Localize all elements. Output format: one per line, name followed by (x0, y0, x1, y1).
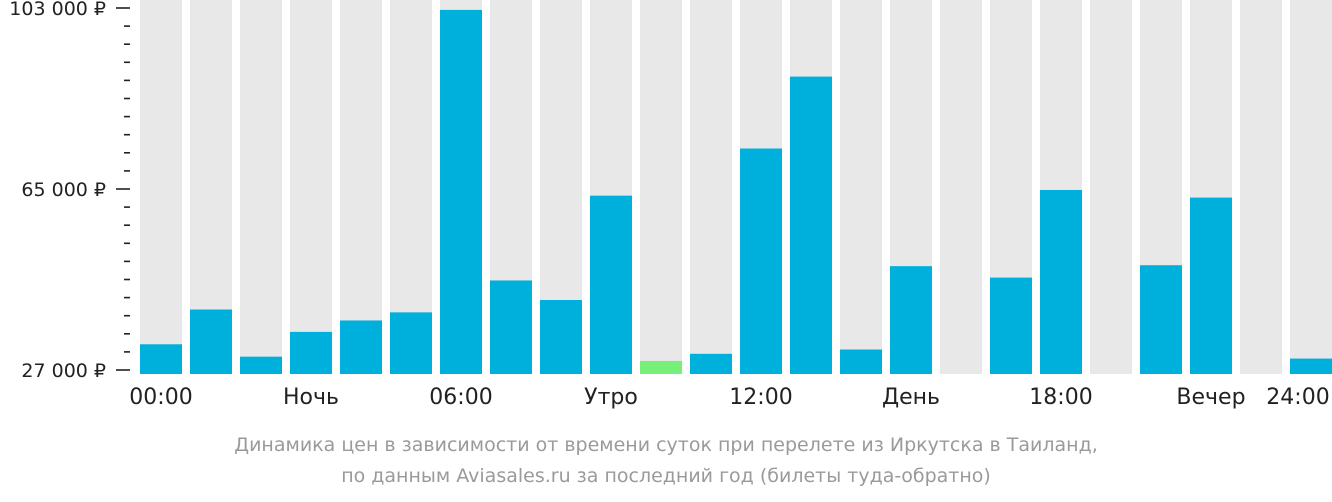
bar-hour-20[interactable] (1140, 265, 1182, 374)
y-tick-label: 27 000 ₽ (21, 360, 106, 382)
bar-hour-21[interactable] (1190, 197, 1232, 374)
background-column-23 (1290, 0, 1332, 374)
bar-hour-12[interactable] (740, 148, 782, 374)
bar-hour-23[interactable] (1290, 358, 1332, 374)
chart-caption-line-2: по данным Aviasales.ru за последний год … (341, 465, 991, 487)
chart-caption-line-1: Динамика цен в зависимости от времени су… (234, 434, 1098, 456)
bar-hour-7[interactable] (490, 280, 532, 374)
bar-hour-1[interactable] (190, 309, 232, 374)
background-column-2 (240, 0, 282, 374)
bar-hour-11[interactable] (690, 353, 732, 374)
bar-hour-0[interactable] (140, 344, 182, 374)
bar-hour-9[interactable] (590, 195, 632, 374)
background-column-11 (690, 0, 732, 374)
bar-hour-4[interactable] (340, 320, 382, 374)
bar-hour-17[interactable] (990, 277, 1032, 374)
price-by-hour-chart: 27 000 ₽ 65 000 ₽ 103 000 ₽ 00:00 Ночь 06:00… (9, 0, 1332, 410)
bar-hour-6[interactable] (440, 9, 482, 374)
bar-hour-2[interactable] (240, 356, 282, 374)
background-column-3 (290, 0, 332, 374)
background-column-16 (940, 0, 982, 374)
x-tick-label: 00:00 (129, 385, 192, 410)
background-column-10 (640, 0, 682, 374)
background-column-4 (340, 0, 382, 374)
y-tick-label: 103 000 ₽ (9, 0, 106, 20)
y-tick-label: 65 000 ₽ (21, 179, 106, 201)
x-tick-label: 12:00 (729, 385, 792, 410)
background-column-19 (1090, 0, 1132, 374)
x-tick-label: День (882, 385, 940, 410)
x-axis: 00:00 Ночь 06:00 Утро 12:00 День 18:00 Вечер 24:… (129, 385, 1329, 410)
bar-hour-13[interactable] (790, 76, 832, 374)
x-tick-label: Ночь (283, 385, 339, 410)
background-column-14 (840, 0, 882, 374)
background-column-0 (140, 0, 182, 374)
bar-hour-8[interactable] (540, 299, 582, 374)
bar-hour-15[interactable] (890, 266, 932, 374)
background-column-5 (390, 0, 432, 374)
price-bars (140, 9, 1332, 374)
bar-hour-18[interactable] (1040, 189, 1082, 374)
bar-hour-5[interactable] (390, 312, 432, 374)
x-tick-label: 18:00 (1029, 385, 1092, 410)
x-tick-label: 06:00 (429, 385, 492, 410)
x-tick-label: Утро (584, 385, 638, 410)
bar-hour-3[interactable] (290, 331, 332, 374)
y-axis: 27 000 ₽ 65 000 ₽ 103 000 ₽ (9, 0, 130, 382)
background-column-22 (1240, 0, 1282, 374)
bar-hour-14[interactable] (840, 349, 882, 374)
x-tick-label: 24:00 (1266, 385, 1329, 410)
bar-hour-10[interactable] (640, 360, 682, 374)
x-tick-label: Вечер (1176, 385, 1245, 410)
